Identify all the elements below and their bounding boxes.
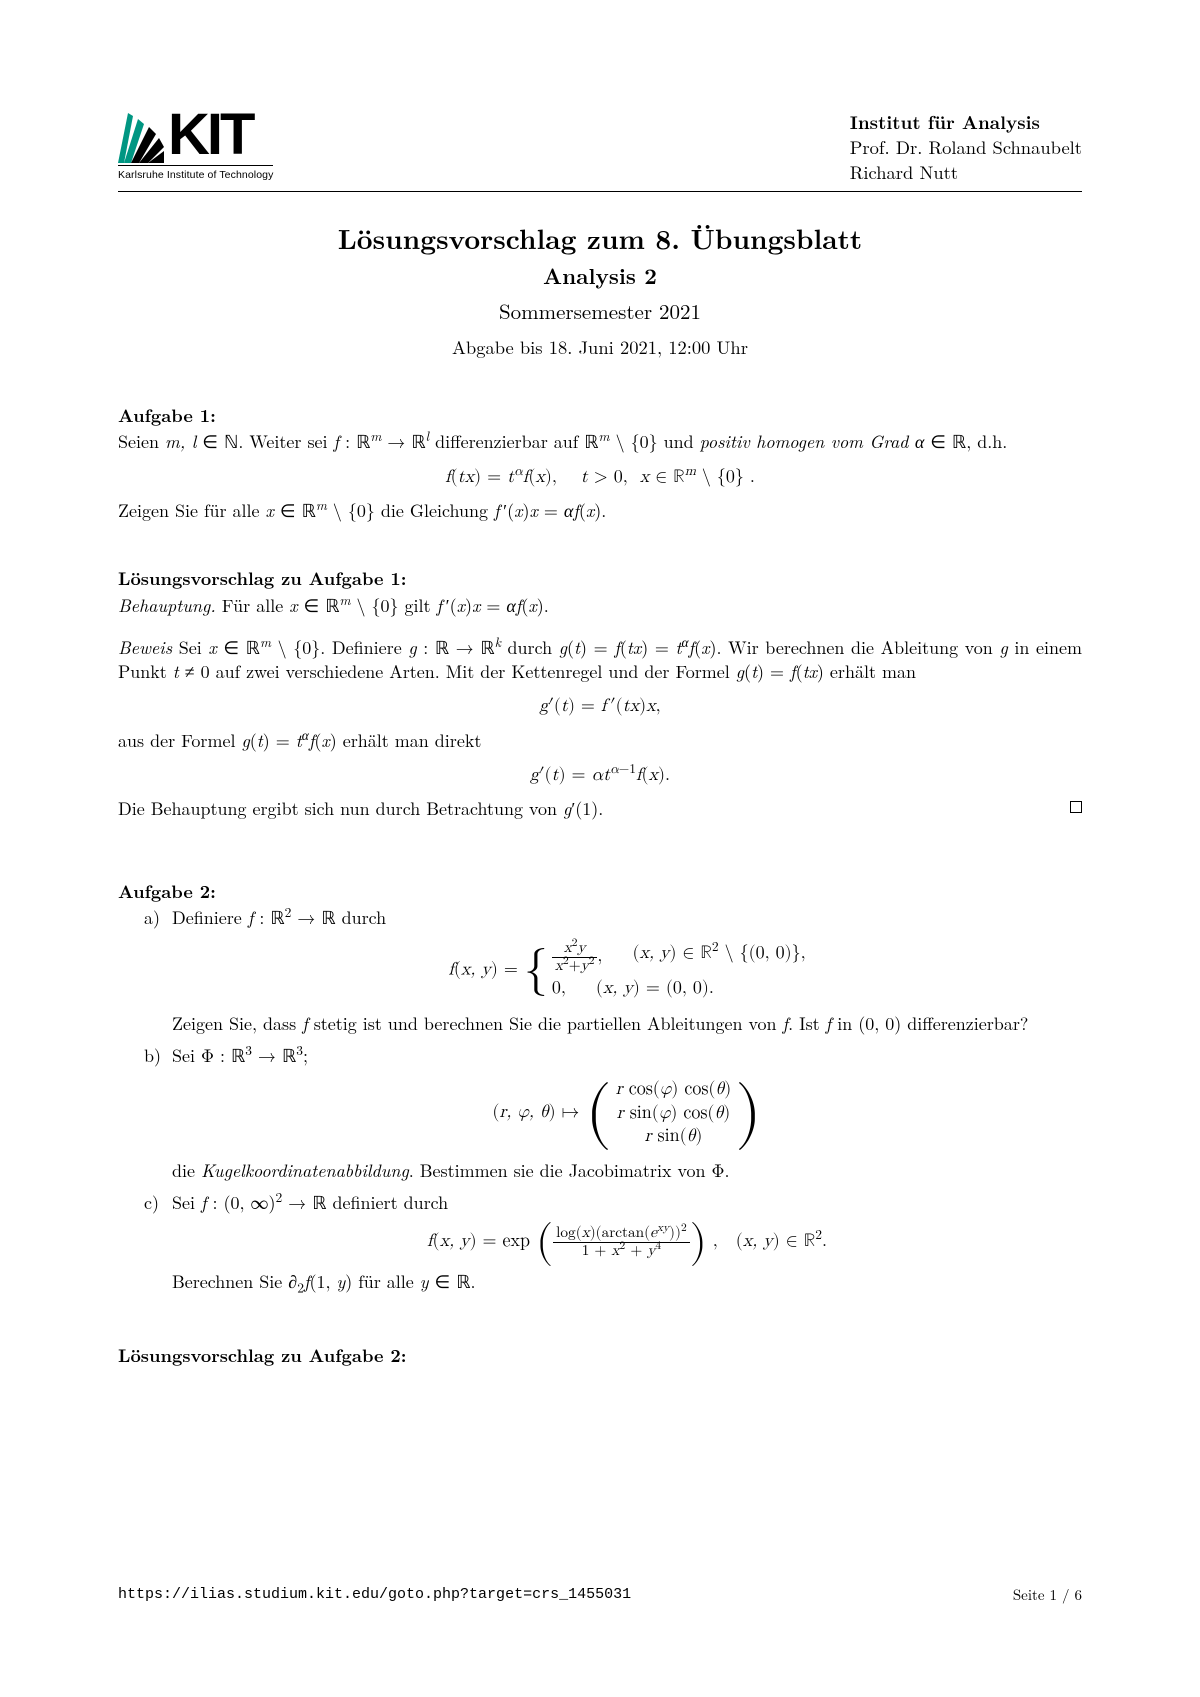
loesung-2-heading: Lösungsvorschlag zu Aufgabe 2: <box>118 1344 1082 1368</box>
text: durch <box>336 905 387 930</box>
text: definiert durch <box>327 1190 449 1215</box>
text: für alle <box>352 1269 420 1294</box>
kit-fan-icon <box>118 113 164 163</box>
text: differenzierbar? <box>901 1011 1028 1036</box>
text: positiv homogen vom Grad <box>700 429 915 454</box>
text: , d.h. <box>966 429 1007 454</box>
loesung-1-heading: Lösungsvorschlag zu Aufgabe 1: <box>118 567 1082 591</box>
aufgabe-2c: c) Sei f : (0, ∞)2 → ℝ definiert durch f… <box>144 1191 1082 1296</box>
aufgabe-2b: b) Sei Φ : ℝ3 → ℝ3; (r, φ, θ) ↦ ( r cos(… <box>144 1044 1082 1185</box>
text: die Gleichung <box>375 498 494 523</box>
aufgabe-1-eq: f(tx) = tαf(x), t > 0, x ∈ ℝm \ {0} . <box>118 465 1082 489</box>
institute-assistant: Richard Nutt <box>850 160 1082 185</box>
loesung-1-claim: Behauptung. Für alle x ∈ ℝm \ {0} gilt f… <box>118 594 1082 618</box>
text: . Definiere <box>320 635 408 660</box>
text: auf zwei verschiedene Arten. Mit der Ket… <box>210 659 736 684</box>
enum-label-c: c) <box>144 1191 172 1296</box>
text: durch <box>501 635 559 660</box>
aufgabe-1-intro: Seien m, l ∈ ℕ. Weiter sei f : ℝm → ℝl d… <box>118 430 1082 454</box>
text: Zeigen Sie, dass <box>172 1011 302 1036</box>
text: und <box>658 429 700 454</box>
text: . Wir berechnen die Ableitung von <box>716 635 999 660</box>
footer: https://ilias.studium.kit.edu/goto.php?t… <box>118 1585 1082 1605</box>
loesung-1-eq2: g′(t) = αtα−1f(x). <box>118 763 1082 787</box>
kit-letters: KIT <box>168 110 252 163</box>
aufgabe-2b-eq: (r, φ, θ) ↦ ( r cos(φ) cos(θ) r sin(φ) c… <box>172 1078 1082 1148</box>
text: Die Behauptung ergibt sich nun durch Bet… <box>118 796 563 821</box>
text: aus der Formel <box>118 728 241 753</box>
enum-label-b: b) <box>144 1044 172 1185</box>
text: Sei <box>172 1043 201 1068</box>
aufgabe-2c-eq: f(x, y) = exp (log(x)(arctan(exy))21 + x… <box>172 1225 1082 1260</box>
doc-title: Lösungsvorschlag zum 8. Übungsblatt <box>118 220 1082 257</box>
loesung-1-between: aus der Formel g(t) = tαf(x) erhält man … <box>118 729 1082 753</box>
qed-box-icon <box>1070 801 1082 813</box>
text: Seien <box>118 429 165 454</box>
text: . Ist <box>788 1011 826 1036</box>
text: Zeigen Sie für alle <box>118 498 266 523</box>
text: gilt <box>399 593 437 618</box>
loesung-1-conclusion: Die Behauptung ergibt sich nun durch Bet… <box>118 797 1082 821</box>
text: Sei <box>172 635 208 660</box>
aufgabe-2-heading: Aufgabe 2: <box>118 880 1082 904</box>
aufgabe-1-heading: Aufgabe 1: <box>118 404 1082 428</box>
text: Berechnen Sie <box>172 1269 288 1294</box>
text: Kugelkoordinatenabbildung <box>201 1158 409 1183</box>
kit-logo-block: KIT Karlsruhe Institute of Technology <box>118 110 273 182</box>
title-block: Lösungsvorschlag zum 8. Übungsblatt Anal… <box>118 220 1082 360</box>
footer-page: Seite 1 / 6 <box>1013 1585 1082 1605</box>
loesung-1-eq1: g′(t) = f ′(tx)x, <box>118 694 1082 718</box>
text: stetig ist und berechnen Sie die partiel… <box>308 1011 783 1036</box>
claim-label: Behauptung. <box>118 593 216 618</box>
doc-course: Analysis 2 <box>118 261 1082 291</box>
institute-name: Institut für Analysis <box>850 110 1082 135</box>
text: erhält man <box>824 659 916 684</box>
aufgabe-2a: a) Definiere f : ℝ2 → ℝ durch f(x, y) = … <box>144 906 1082 1038</box>
doc-semester: Sommersemester 2021 <box>118 297 1082 325</box>
enum-label-a: a) <box>144 906 172 1038</box>
text: . Bestimmen sie die Jacobimatrix von <box>409 1158 712 1183</box>
text: Für alle <box>216 593 289 618</box>
text: Definiere <box>172 905 248 930</box>
footer-url: https://ilias.studium.kit.edu/goto.php?t… <box>118 1585 631 1605</box>
aufgabe-2a-eq: f(x, y) = { x2yx2+y2,(x, y) ∈ ℝ2 \ {(0, … <box>172 940 1082 1002</box>
text: differenzierbar auf <box>429 429 584 454</box>
institute-block: Institut für Analysis Prof. Dr. Roland S… <box>850 110 1082 185</box>
header: KIT Karlsruhe Institute of Technology In… <box>118 110 1082 192</box>
aufgabe-1-show: Zeigen Sie für alle x ∈ ℝm \ {0} die Gle… <box>118 499 1082 523</box>
text: . Weiter sei <box>238 429 333 454</box>
doc-deadline: Abgabe bis 18. Juni 2021, 12:00 Uhr <box>118 335 1082 360</box>
text: erhält man direkt <box>337 728 482 753</box>
loesung-1-proof: Beweis Sei x ∈ ℝm \ {0}. Definiere g : ℝ… <box>118 636 1082 685</box>
text: die <box>172 1158 201 1183</box>
institute-prof: Prof. Dr. Roland Schnaubelt <box>850 135 1082 160</box>
text: in <box>831 1011 858 1036</box>
text: Sei <box>172 1190 201 1215</box>
kit-subtitle: Karlsruhe Institute of Technology <box>118 165 273 182</box>
proof-label: Beweis <box>118 635 172 660</box>
